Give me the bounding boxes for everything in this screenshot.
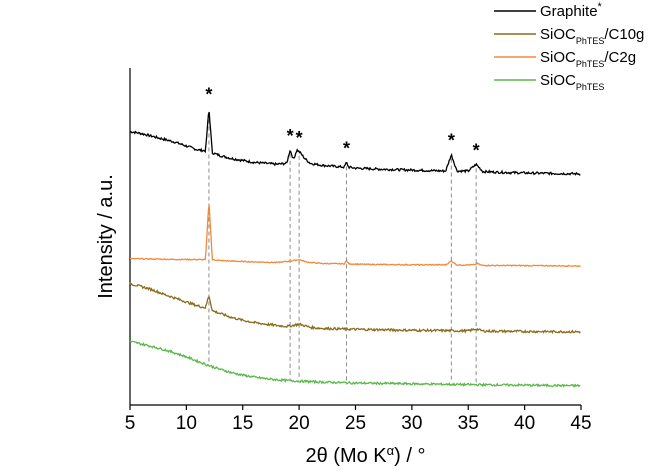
legend-label-tail: /C10g bbox=[604, 26, 644, 43]
x-tick-label: 5 bbox=[125, 413, 136, 434]
x-tick-label: 40 bbox=[514, 413, 535, 434]
peak-star-marker: * bbox=[296, 128, 303, 148]
legend-item-c2g: SiOCPhTES/C2g bbox=[494, 49, 636, 69]
series-line-graphite bbox=[129, 111, 581, 176]
legend-label-tail: /C2g bbox=[604, 49, 636, 66]
series-line-c2g bbox=[130, 205, 581, 268]
legend-label-sub: PhTES bbox=[576, 36, 605, 46]
series-line-sioc bbox=[129, 340, 581, 388]
legend-label-main: SiOC bbox=[540, 26, 576, 43]
x-tick-label: 15 bbox=[232, 413, 253, 434]
x-tick-label: 30 bbox=[401, 413, 422, 434]
legend-label-main: SiOC bbox=[540, 49, 576, 66]
series-line-c10g bbox=[129, 282, 581, 335]
series-lines bbox=[129, 111, 581, 388]
x-axis-title: 2θ (Mo Kα) / ° bbox=[306, 443, 426, 468]
x-tick-label: 45 bbox=[570, 413, 591, 434]
peak-star-marker: * bbox=[287, 126, 294, 146]
x-tick-label: 35 bbox=[458, 413, 479, 434]
peak-star-marker: * bbox=[448, 131, 455, 151]
legend-item-c10g: SiOCPhTES/C10g bbox=[494, 26, 644, 46]
legend-label: SiOCPhTES bbox=[540, 72, 604, 92]
peak-markers: ** ** * * bbox=[205, 84, 480, 383]
legend: Graphite*SiOCPhTES/C10gSiOCPhTES/C2gSiOC… bbox=[494, 1, 644, 92]
x-axis-title-main: 2θ (Mo K bbox=[306, 445, 388, 467]
peak-star-marker: * bbox=[473, 140, 480, 160]
y-axis-title: Intensity / a.u. bbox=[95, 174, 117, 299]
legend-label-main: Graphite bbox=[540, 3, 598, 20]
legend-label-sub: PhTES bbox=[576, 82, 605, 92]
legend-item-sioc: SiOCPhTES bbox=[494, 72, 604, 92]
x-tick-label: 20 bbox=[289, 413, 310, 434]
peak-star-marker: * bbox=[205, 84, 212, 104]
legend-label-sub: PhTES bbox=[576, 59, 605, 69]
peak-star-marker: * bbox=[343, 138, 350, 158]
x-tick-label: 25 bbox=[345, 413, 366, 434]
x-axis-title-tail: ) / ° bbox=[394, 445, 425, 467]
legend-label: SiOCPhTES/C10g bbox=[540, 26, 644, 46]
legend-item-graphite: Graphite* bbox=[494, 1, 603, 20]
plot-area bbox=[129, 68, 581, 406]
x-axis-title-sup: α bbox=[387, 443, 395, 458]
legend-label: Graphite* bbox=[540, 1, 603, 20]
legend-label-sup: * bbox=[598, 1, 603, 13]
x-tick-label: 10 bbox=[176, 413, 197, 434]
legend-label: SiOCPhTES/C2g bbox=[540, 49, 636, 69]
legend-label-main: SiOC bbox=[540, 72, 576, 89]
x-axis: 5 10 15 20 25 30 35 40 45 2θ (Mo Kα) / ° Intensity… bbox=[95, 174, 592, 467]
